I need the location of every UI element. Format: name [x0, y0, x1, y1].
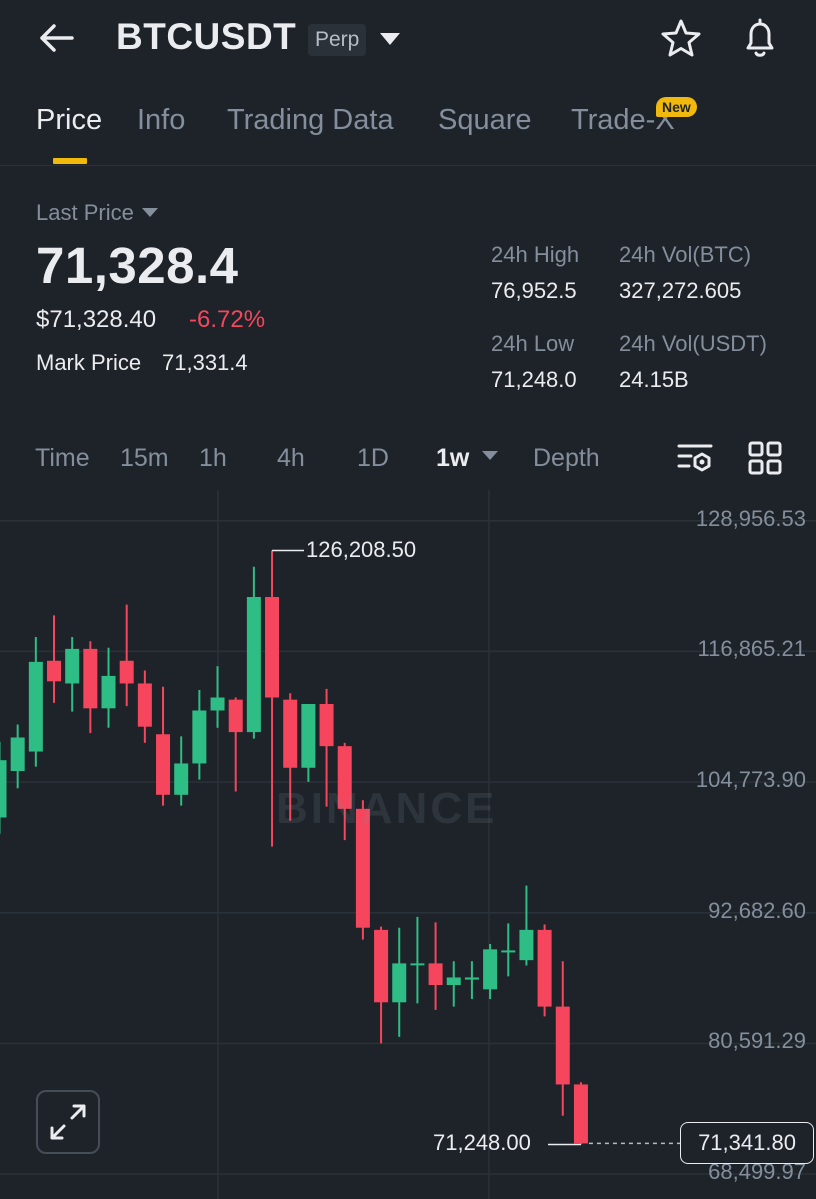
high-24h-value: 76,952.5 — [491, 278, 577, 303]
interval-4h[interactable]: 4h — [277, 444, 305, 472]
price-type-selector[interactable]: Last Price — [36, 200, 158, 226]
mark-price-value: 71,331.4 — [162, 350, 248, 375]
symbol-title[interactable]: BTCUSDT — [116, 16, 297, 57]
top-bar: BTCUSDT Perp — [0, 0, 816, 80]
indicator-settings-icon[interactable] — [676, 440, 714, 476]
interval-1d[interactable]: 1D — [357, 444, 389, 472]
last-price: 71,328.4 — [36, 237, 239, 294]
candle-body — [192, 710, 207, 764]
interval-depth[interactable]: Depth — [533, 444, 600, 472]
low-24h-label: 24h Low — [491, 331, 575, 356]
interval-1h[interactable]: 1h — [199, 444, 227, 472]
low-price-marker: 71,248.00 — [433, 1130, 531, 1156]
caret-down-icon — [141, 207, 158, 217]
mark-price-label: Mark Price — [36, 350, 142, 375]
candle-body — [501, 950, 516, 953]
candle-body — [119, 660, 134, 684]
candle-body — [283, 699, 298, 768]
candle-body — [0, 760, 7, 818]
interval-selector: Time 15m 1h 4h 1D 1w Depth — [0, 430, 816, 490]
new-badge: New — [656, 97, 697, 117]
candle-body — [519, 929, 534, 961]
candle-body — [156, 734, 171, 795]
high-24h-label: 24h High — [491, 242, 580, 267]
candle-body — [555, 1006, 570, 1085]
vol-btc-label: 24h Vol(BTC) — [619, 242, 752, 267]
vol-usdt-value: 24.15B — [619, 367, 689, 392]
y-axis-label: 80,591.29 — [708, 1028, 806, 1054]
current-price-tag[interactable]: 71,341.80 — [680, 1122, 814, 1165]
candlestick-chart[interactable]: BINANCE 128,956.53 116,865.21 104,773.90… — [0, 490, 816, 1199]
candle-body — [337, 746, 352, 809]
grid-layout-icon[interactable] — [746, 440, 784, 476]
candle-body — [101, 675, 116, 709]
main-tabs: Price Info Trading Data Square Trade-X — [0, 92, 816, 166]
low-24h-value: 71,248.0 — [491, 367, 577, 392]
candle-body — [47, 660, 62, 682]
candle-body — [265, 596, 280, 698]
interval-1w[interactable]: 1w — [436, 444, 470, 472]
candle-body — [28, 661, 43, 752]
candle-body — [428, 963, 443, 986]
tab-square[interactable]: Square — [438, 104, 532, 136]
candle-body — [374, 929, 389, 1003]
caret-down-icon[interactable] — [482, 451, 498, 460]
candle-body — [319, 703, 334, 747]
candle-body — [246, 596, 261, 733]
high-price-marker: 126,208.50 — [306, 536, 417, 562]
candle-body — [573, 1084, 588, 1144]
chart-canvas — [0, 490, 816, 1199]
vol-usdt-label: 24h Vol(USDT) — [619, 331, 767, 356]
interval-time[interactable]: Time — [35, 444, 90, 472]
candle-body — [464, 977, 479, 980]
candle-body — [355, 808, 370, 928]
y-axis-label: 92,682.60 — [708, 897, 806, 923]
candle-body — [483, 949, 498, 990]
candle-body — [210, 697, 225, 711]
favorite-star-icon[interactable] — [660, 18, 702, 58]
tab-price[interactable]: Price — [36, 104, 103, 136]
back-arrow-icon[interactable] — [34, 18, 80, 58]
active-tab-indicator — [53, 158, 87, 164]
candle-body — [392, 963, 407, 1003]
price-summary: Last Price 71,328.4 $71,328.40 -6.72% Ma… — [0, 166, 816, 426]
candle-body — [65, 648, 80, 684]
candle-body — [228, 699, 243, 733]
tab-trading-data[interactable]: Trading Data — [227, 104, 394, 136]
change-percent: -6.72% — [189, 306, 266, 333]
usd-price: $71,328.40 — [36, 306, 157, 333]
candle-body — [537, 929, 552, 1007]
y-axis-label: 104,773.90 — [695, 767, 806, 793]
candle-body — [301, 703, 316, 768]
candle-body — [137, 683, 152, 727]
contract-type-tag: Perp — [308, 24, 367, 56]
interval-15m[interactable]: 15m — [120, 444, 169, 472]
y-axis-label: 128,956.53 — [695, 505, 806, 531]
watermark: BINANCE — [276, 784, 498, 833]
y-axis-label: 116,865.21 — [697, 636, 806, 662]
candle-body — [410, 963, 425, 966]
candle-body — [83, 648, 98, 709]
vol-btc-value: 327,272.605 — [619, 278, 742, 303]
caret-down-icon[interactable] — [378, 30, 402, 48]
tab-info[interactable]: Info — [137, 104, 186, 136]
candle-body — [10, 737, 25, 772]
bell-icon[interactable] — [738, 16, 782, 60]
price-type-label: Last Price — [36, 200, 134, 225]
candle-body — [446, 977, 461, 986]
candle-body — [174, 763, 189, 795]
expand-fullscreen-icon[interactable] — [36, 1090, 100, 1154]
